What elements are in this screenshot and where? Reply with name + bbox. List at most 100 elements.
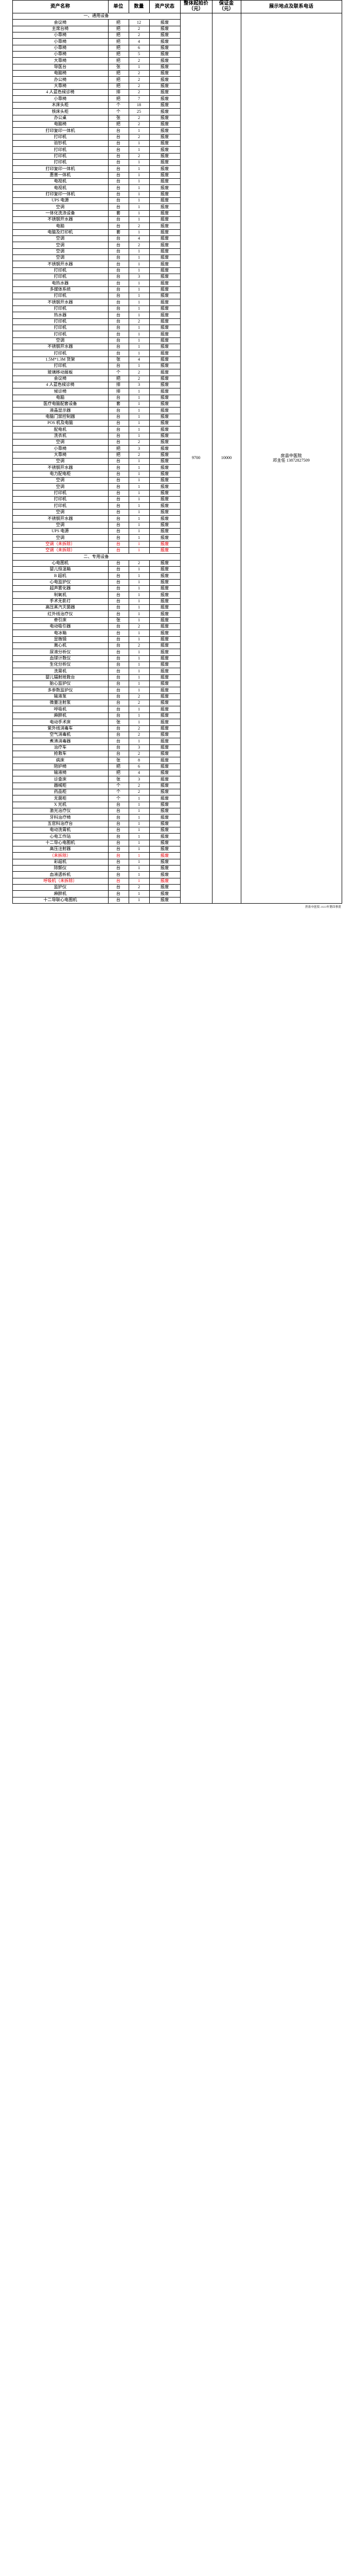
cell-asset-name: 洗衣机 xyxy=(12,432,109,440)
cell-asset-name: 小靠椅 xyxy=(12,38,109,45)
cell-asset-state: 报废 xyxy=(149,636,181,643)
cell-quantity: 2 xyxy=(128,560,150,567)
cell-unit: 把 xyxy=(108,82,129,90)
cell-quantity: 1 xyxy=(128,172,150,179)
cell-quantity: 2 xyxy=(128,750,150,758)
cell-asset-state: 报废 xyxy=(149,413,181,421)
cell-asset-state: 报废 xyxy=(149,655,181,663)
cell-asset-name: 打印机 xyxy=(12,331,109,338)
cell-asset-state: 报废 xyxy=(149,197,181,205)
cell-quantity: 1 xyxy=(128,331,150,338)
cell-asset-name: 大靠椅 xyxy=(12,82,109,90)
table-row: 打印复印一体机台 1 报废 xyxy=(12,165,342,173)
cell-quantity: 1 xyxy=(128,165,150,173)
cell-quantity: 1 xyxy=(128,305,150,313)
cell-asset-state: 报废 xyxy=(149,528,181,535)
table-row: 大靠椅把 2 报废 xyxy=(12,57,342,64)
contact-phone: 邓主任 13872827509 xyxy=(273,457,310,463)
cell-asset-name: 煮沸消毒器 xyxy=(12,738,109,745)
cell-unit: 套 xyxy=(108,210,129,217)
cell-unit: 台 xyxy=(108,681,129,688)
cell-quantity: 1 xyxy=(128,839,150,847)
cell-unit: 台 xyxy=(108,890,129,897)
table-row: 电脑门禁控制器台 1 报废 xyxy=(12,413,342,421)
cell-unit: 把 xyxy=(108,375,129,382)
table-row: 不锈钢开水器台 1 报废 xyxy=(12,261,342,268)
cell-quantity: 1 xyxy=(128,464,150,471)
table-row: 电脑椅把 2 报废 xyxy=(12,121,342,128)
merged-start-price: 9700 xyxy=(180,12,213,904)
cell-asset-name: 牙科治疗椅 xyxy=(12,814,109,821)
cell-asset-state: 报废 xyxy=(149,350,181,357)
table-row: UPS 电源台 1 报废 xyxy=(12,197,342,205)
cell-asset-name: 多媒体系统 xyxy=(12,286,109,294)
cell-quantity: 2 xyxy=(128,782,150,789)
cell-asset-name: 紫外线消毒车 xyxy=(12,725,109,732)
cell-asset-state: 报废 xyxy=(149,312,181,319)
cell-quantity: 1 xyxy=(128,413,150,421)
cell-quantity: 1 xyxy=(128,419,150,427)
cell-quantity: 1 xyxy=(128,286,150,294)
cell-asset-state: 报废 xyxy=(149,662,181,669)
table-row: 彩超机台 1 报废 xyxy=(12,858,342,866)
cell-quantity: 1 xyxy=(128,496,150,503)
cell-asset-state: 报废 xyxy=(149,826,181,834)
cell-asset-name: 打印机 xyxy=(12,496,109,503)
cell-unit: 台 xyxy=(108,744,129,751)
cell-asset-name: 输液泵 xyxy=(12,693,109,701)
cell-asset-state: 报废 xyxy=(149,801,181,808)
table-row: 办公椅把 2 报废 xyxy=(12,76,342,83)
merged-deposit: 10000 xyxy=(211,12,241,904)
cell-asset-name: 电动吸引器 xyxy=(12,623,109,631)
cell-unit: 把 xyxy=(108,57,129,64)
cell-unit: 台 xyxy=(108,178,129,185)
table-row: 空调台 1 报废 xyxy=(12,337,342,344)
col-header-start-price: 整体起拍价 （元） xyxy=(180,0,213,13)
cell-unit: 台 xyxy=(108,318,129,325)
cell-asset-state: 报废 xyxy=(149,502,181,510)
cell-quantity: 1 xyxy=(128,312,150,319)
cell-asset-state: 报废 xyxy=(149,445,181,452)
table-row: 4 人蓝色候诊椅排 3 报废 xyxy=(12,381,342,389)
cell-asset-state: 报废 xyxy=(149,76,181,83)
table-row: 4 人蓝色候诊椅排 2 报废 xyxy=(12,89,342,96)
cell-quantity: 1 xyxy=(128,388,150,395)
cell-unit: 台 xyxy=(108,839,129,847)
cell-unit: 把 xyxy=(108,769,129,777)
cell-unit: 台 xyxy=(108,852,129,859)
cell-unit: 台 xyxy=(108,598,129,605)
cell-asset-name: 电动洗胃机 xyxy=(12,826,109,834)
cell-asset-name: 高压注射器 xyxy=(12,846,109,853)
cell-asset-name: 导医台 xyxy=(12,63,109,71)
cell-quantity: 1 xyxy=(128,197,150,205)
cell-asset-state: 报废 xyxy=(149,763,181,770)
section-header-row: 一、通用设备 9700 10000 房县中医院 邓主任 13872827509 xyxy=(12,12,342,904)
table-row: （未拆除）台 1 报废 xyxy=(12,852,342,859)
cell-asset-name: 电动手术床 xyxy=(12,719,109,726)
cell-quantity: 1 xyxy=(128,858,150,866)
cell-asset-name: 麻醉机 xyxy=(12,712,109,720)
table-row: 打印机台 1 报废 xyxy=(12,350,342,357)
table-row: 热水器台 1 报废 xyxy=(12,312,342,319)
cell-unit: 台 xyxy=(108,426,129,433)
cell-asset-name: 十二导联心电图机 xyxy=(12,896,109,904)
cell-asset-state: 报废 xyxy=(149,280,181,287)
cell-quantity: 1 xyxy=(128,591,150,599)
cell-asset-name: 办公桌 xyxy=(12,114,109,122)
cell-asset-state: 报废 xyxy=(149,687,181,694)
cell-asset-state: 报废 xyxy=(149,515,181,522)
table-row: 导医台张 1 报废 xyxy=(12,63,342,71)
cell-asset-name: 除颤仪 xyxy=(12,865,109,872)
cell-asset-state: 报废 xyxy=(149,95,181,103)
cell-asset-name: 打印机 xyxy=(12,362,109,370)
table-row: X 光机台 1 报废 xyxy=(12,801,342,808)
cell-unit: 台 xyxy=(108,216,129,224)
cell-quantity: 1 xyxy=(128,210,150,217)
cell-asset-name: 小靠椅 xyxy=(12,44,109,52)
cell-asset-name: 空调（未拆除） xyxy=(12,547,109,554)
cell-asset-state: 报废 xyxy=(149,509,181,516)
cell-asset-state: 报废 xyxy=(149,731,181,739)
cell-unit: 台 xyxy=(108,337,129,344)
cell-unit: 台 xyxy=(108,668,129,675)
table-header: 资产名称 单位 数量 资产状态 整体起拍价 （元） 保证金 （元） 展示地点及联系电… xyxy=(12,0,342,13)
